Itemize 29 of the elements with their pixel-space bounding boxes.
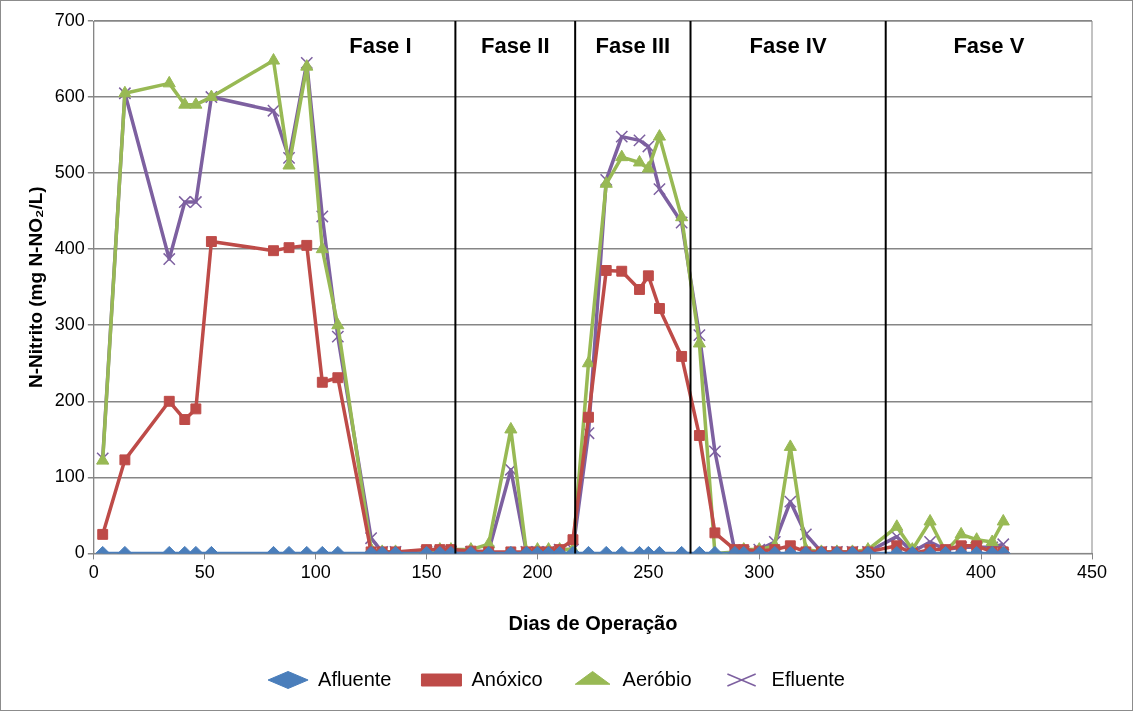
y-axis-title: N-Nitrito (mg N-NO₂/L) [24,186,46,388]
x-tick-label: 300 [744,562,775,583]
legend-label: Anóxico [471,667,543,690]
legend-label: Efluente [771,667,845,690]
annotation: Fase V [953,33,1025,59]
x-tick-label: 400 [966,562,997,583]
x-tick-label: 200 [522,562,553,583]
y-tick-label: 700 [54,9,85,30]
y-tick-label: 200 [54,390,85,411]
annotation: Fase II [481,33,550,59]
y-tick-label: 300 [54,314,85,335]
legend-label: Afluente [318,667,392,690]
y-tick-label: 400 [54,238,85,259]
annotation: Fase IV [749,33,827,59]
x-tick-label: 350 [855,562,886,583]
y-tick-label: 0 [74,542,85,563]
y-tick-label: 600 [54,86,85,107]
y-tick-label: 500 [54,162,85,183]
x-tick-label: 250 [633,562,664,583]
x-tick-label: 150 [411,562,442,583]
x-tick-label: 100 [300,562,331,583]
x-tick-label: 450 [1076,562,1108,583]
y-tick-label: 100 [54,466,85,487]
x-axis-title: Dias de Operação [508,611,678,634]
annotation: Fase III [595,33,671,59]
annotation: Fase I [349,33,412,59]
x-tick-label: 50 [194,562,215,583]
x-tick-label: 0 [88,562,99,583]
legend-label: Aeróbio [622,667,692,690]
